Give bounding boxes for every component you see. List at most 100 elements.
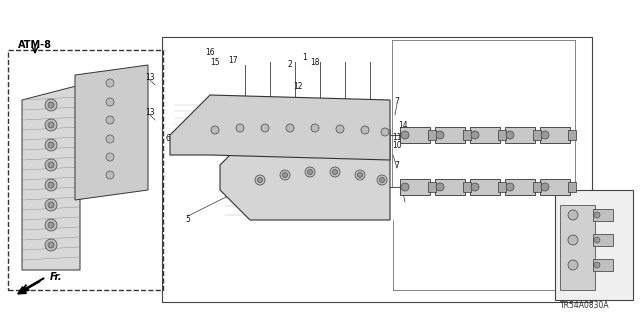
Bar: [533, 130, 541, 140]
Text: TR54A0830A: TR54A0830A: [560, 301, 610, 310]
Circle shape: [541, 183, 549, 191]
Bar: [540, 127, 570, 143]
Text: 4: 4: [239, 108, 243, 117]
Circle shape: [594, 237, 600, 243]
Circle shape: [45, 159, 57, 171]
Text: 7: 7: [395, 97, 399, 106]
Circle shape: [594, 212, 600, 218]
Circle shape: [106, 135, 114, 143]
Circle shape: [48, 162, 54, 168]
Circle shape: [236, 124, 244, 132]
Circle shape: [355, 170, 365, 180]
Bar: [428, 130, 436, 140]
Text: 9: 9: [251, 105, 255, 114]
Text: 8: 8: [600, 249, 604, 255]
Circle shape: [401, 131, 409, 139]
Text: 3: 3: [220, 106, 225, 115]
Text: 14: 14: [598, 261, 607, 267]
Circle shape: [436, 183, 444, 191]
Circle shape: [311, 124, 319, 132]
Text: 10: 10: [392, 140, 402, 149]
Bar: [435, 127, 465, 143]
Circle shape: [48, 142, 54, 148]
Circle shape: [568, 235, 578, 245]
Text: 14: 14: [398, 121, 408, 130]
Circle shape: [48, 202, 54, 208]
Circle shape: [377, 175, 387, 185]
Bar: [400, 127, 430, 143]
Circle shape: [436, 131, 444, 139]
Bar: [463, 130, 471, 140]
Polygon shape: [220, 125, 390, 220]
Circle shape: [211, 126, 219, 134]
Circle shape: [471, 131, 479, 139]
Circle shape: [380, 178, 385, 182]
Bar: [463, 182, 471, 192]
Text: 10: 10: [322, 163, 332, 172]
Text: 11: 11: [327, 154, 337, 163]
Bar: [400, 179, 430, 195]
Circle shape: [261, 124, 269, 132]
Circle shape: [45, 139, 57, 151]
Circle shape: [45, 239, 57, 251]
Text: 13: 13: [145, 73, 155, 82]
Polygon shape: [22, 85, 80, 270]
Bar: [498, 130, 506, 140]
Circle shape: [106, 171, 114, 179]
Circle shape: [106, 79, 114, 87]
Polygon shape: [170, 95, 390, 160]
Circle shape: [45, 119, 57, 131]
Circle shape: [48, 182, 54, 188]
Bar: [428, 182, 436, 192]
Circle shape: [568, 260, 578, 270]
Circle shape: [336, 125, 344, 133]
Circle shape: [48, 242, 54, 248]
Bar: [435, 179, 465, 195]
Text: 12: 12: [293, 82, 303, 91]
Circle shape: [48, 102, 54, 108]
Circle shape: [106, 153, 114, 161]
Bar: [560, 205, 595, 290]
Bar: [568, 182, 576, 192]
Text: 11: 11: [392, 132, 402, 141]
Circle shape: [255, 175, 265, 185]
Text: 14: 14: [398, 186, 408, 195]
Text: 14: 14: [598, 226, 607, 232]
Text: 6: 6: [166, 133, 170, 142]
Bar: [593, 234, 613, 246]
Text: 15: 15: [210, 58, 220, 67]
Circle shape: [307, 170, 312, 174]
Circle shape: [257, 178, 262, 182]
Text: 18: 18: [310, 58, 320, 67]
Circle shape: [401, 183, 409, 191]
Text: ATM-8: ATM-8: [18, 40, 52, 50]
Circle shape: [568, 210, 578, 220]
Circle shape: [381, 128, 389, 136]
Text: 13: 13: [145, 108, 155, 116]
Bar: [505, 127, 535, 143]
Bar: [568, 130, 576, 140]
Bar: [533, 182, 541, 192]
Circle shape: [48, 122, 54, 128]
Circle shape: [333, 170, 337, 174]
Text: 2: 2: [287, 60, 292, 68]
Text: 8: 8: [600, 280, 604, 286]
Bar: [162, 37, 592, 302]
Circle shape: [45, 219, 57, 231]
Circle shape: [45, 99, 57, 111]
Circle shape: [45, 179, 57, 191]
Text: 5: 5: [186, 214, 191, 223]
Text: 7: 7: [600, 271, 604, 277]
Text: 14: 14: [600, 295, 609, 301]
Text: 7: 7: [600, 241, 604, 247]
Text: 16: 16: [205, 47, 215, 57]
Circle shape: [330, 167, 340, 177]
Circle shape: [594, 262, 600, 268]
Bar: [470, 127, 500, 143]
Circle shape: [506, 183, 514, 191]
Text: 17: 17: [228, 55, 238, 65]
Circle shape: [286, 124, 294, 132]
Circle shape: [361, 126, 369, 134]
Circle shape: [506, 131, 514, 139]
Circle shape: [282, 172, 287, 178]
